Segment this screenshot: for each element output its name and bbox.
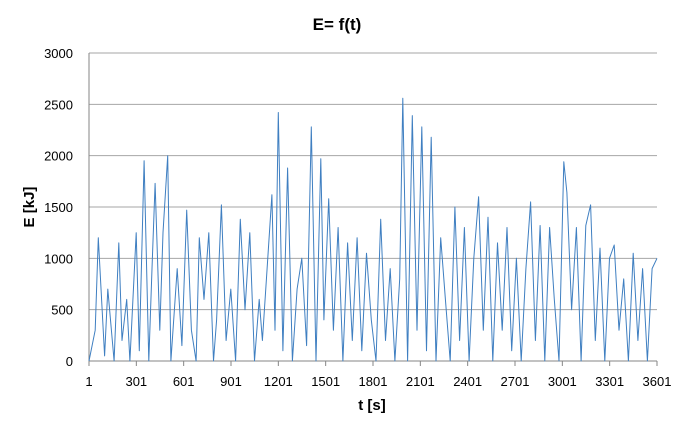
x-tick-label: 2401 bbox=[453, 374, 482, 389]
y-tick-label: 0 bbox=[66, 354, 73, 369]
y-tick-label: 3000 bbox=[44, 46, 73, 61]
series-group bbox=[88, 97, 658, 362]
y-tick-label: 2500 bbox=[44, 97, 73, 112]
y-axis-ticks: 0 500 1000 1500 2000 2500 3000 bbox=[44, 46, 73, 369]
x-tick-label: 601 bbox=[173, 374, 195, 389]
x-tick-label: 3601 bbox=[643, 374, 672, 389]
x-tick-label: 2101 bbox=[406, 374, 435, 389]
x-tick-label: 901 bbox=[220, 374, 242, 389]
x-tick-label: 1501 bbox=[311, 374, 340, 389]
x-tick-label: 301 bbox=[125, 374, 147, 389]
chart-title: E= f(t) bbox=[313, 15, 362, 34]
series-line bbox=[88, 97, 658, 362]
x-tick-label: 1801 bbox=[359, 374, 388, 389]
x-tick-label: 3301 bbox=[595, 374, 624, 389]
y-axis-label: E [kJ] bbox=[21, 187, 38, 228]
x-tick-label: 1 bbox=[85, 374, 92, 389]
x-axis-label: t [s] bbox=[358, 397, 386, 414]
y-tick-label: 2000 bbox=[44, 149, 73, 164]
y-tick-label: 1000 bbox=[44, 251, 73, 266]
x-tick-label: 3001 bbox=[548, 374, 577, 389]
y-tick-label: 500 bbox=[51, 303, 73, 318]
x-axis-ticks: 1 301 601 901 1201 1501 1801 2101 2401 2701 3001 33… bbox=[85, 361, 671, 389]
x-tick-label: 1201 bbox=[264, 374, 293, 389]
y-tick-label: 1500 bbox=[44, 200, 73, 215]
x-tick-label: 2701 bbox=[501, 374, 530, 389]
